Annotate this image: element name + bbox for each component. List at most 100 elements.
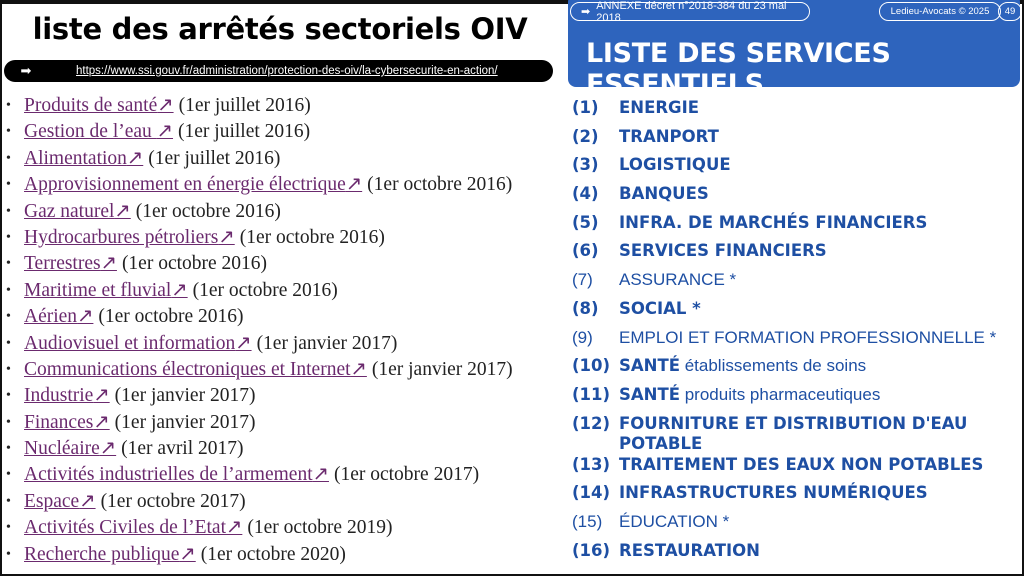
service-name: TRANPORT: [619, 126, 719, 146]
service-item: (16) RESTAURATION: [572, 540, 1019, 569]
sector-link[interactable]: Finances: [24, 411, 94, 433]
bullet-icon: •: [6, 150, 11, 166]
sector-link[interactable]: Espace: [24, 490, 80, 512]
sector-link[interactable]: Aérien: [24, 306, 78, 328]
sector-date: (1er octobre 2016): [98, 306, 244, 328]
sector-link[interactable]: Nucléaire: [24, 438, 100, 460]
arrow-right-icon: ➡: [20, 63, 32, 78]
page-number: 49: [998, 2, 1022, 21]
external-link-icon[interactable]: ↗: [100, 253, 117, 275]
oiv-list-item: • Gaz naturel↗ (1er octobre 2016): [6, 199, 513, 225]
sector-link[interactable]: Produits de santé: [24, 95, 158, 116]
bullet-icon: •: [6, 124, 11, 140]
sector-link[interactable]: Approvisionnement en énergie électrique: [24, 174, 346, 196]
oiv-list-item: • Activités Civiles de l’Etat↗ (1er octobr…: [6, 515, 513, 541]
external-link-icon[interactable]: ↗: [93, 385, 110, 407]
service-detail: produits pharmaceutiques: [680, 384, 881, 404]
sector-link[interactable]: Activités Civiles de l’Etat: [24, 517, 226, 539]
sector-date: (1er juillet 2016): [178, 95, 311, 116]
sector-date: (1er octobre 2016): [135, 200, 281, 222]
bullet-icon: •: [6, 282, 11, 298]
bullet-icon: •: [6, 414, 11, 430]
sector-link[interactable]: Audiovisuel et information: [24, 332, 236, 354]
bullet-icon: •: [6, 309, 11, 325]
external-link-icon[interactable]: ↗: [218, 226, 235, 248]
external-link-icon[interactable]: ↗: [156, 121, 174, 143]
external-link-icon[interactable]: ↗: [350, 358, 367, 380]
sector-link[interactable]: Terrestres: [24, 253, 101, 275]
external-link-icon[interactable]: ↗: [114, 200, 131, 222]
oiv-list-item: • Finances↗ (1er janvier 2017): [6, 410, 513, 436]
ssi-url-link[interactable]: https://www.ssi.gouv.fr/administration/p…: [76, 65, 498, 77]
service-item: (13) TRAITEMENT DES EAUX NON POTABLES: [572, 454, 1019, 483]
service-item: (9) EMPLOI ET FORMATION PROFESSIONNELLE *: [572, 327, 1019, 356]
header-panel: [568, 0, 1020, 87]
external-link-icon[interactable]: ↗: [79, 490, 96, 512]
sector-date: (1er octobre 2020): [200, 543, 346, 565]
service-number: (14): [572, 483, 611, 503]
bullet-icon: •: [6, 335, 11, 351]
bullet-icon: •: [6, 98, 11, 113]
service-item: (4) BANQUES: [572, 183, 1019, 212]
sector-link[interactable]: Communications électroniques et Internet: [24, 358, 351, 380]
oiv-list-item: • Gestion de l’eau ↗ (1er juillet 2016): [6, 119, 513, 145]
top-border: [0, 0, 1024, 4]
external-link-icon[interactable]: ↗: [179, 543, 196, 565]
service-item: (1) ENERGIE: [572, 97, 1019, 126]
service-name: TRAITEMENT DES EAUX NON POTABLES: [619, 454, 984, 474]
arrow-right-icon: ➡: [581, 6, 591, 18]
sector-link[interactable]: Recherche publique: [24, 543, 180, 565]
sector-link[interactable]: Industrie: [24, 385, 94, 407]
service-item: (15) ÉDUCATION *: [572, 511, 1019, 540]
oiv-decree-list: • Produits de santé↗ (1er juillet 2016) • Ge…: [6, 93, 513, 568]
bullet-icon: •: [6, 493, 11, 509]
sector-link[interactable]: Gestion de l’eau: [24, 121, 157, 143]
service-number: (6): [572, 241, 599, 261]
service-number: (13): [572, 454, 611, 474]
oiv-list-item: • Produits de santé↗ (1er juillet 2016): [6, 93, 513, 119]
sector-link[interactable]: Maritime et fluvial: [24, 279, 172, 301]
external-link-icon[interactable]: ↗: [93, 411, 110, 433]
external-link-icon[interactable]: ↗: [226, 517, 243, 539]
sector-link[interactable]: Gaz naturel: [24, 200, 115, 222]
bullet-icon: •: [6, 361, 11, 377]
sector-link[interactable]: Activités industrielles de l’armement: [24, 464, 313, 486]
sector-date: (1er octobre 2016): [367, 174, 513, 196]
service-number: (8): [572, 298, 599, 318]
external-link-icon[interactable]: ↗: [126, 147, 144, 169]
oiv-list-item: • Maritime et fluvial↗ (1er octobre 2016): [6, 278, 513, 304]
sector-date: (1er janvier 2017): [371, 358, 513, 380]
service-item: (8) SOCIAL *: [572, 298, 1019, 327]
service-number: (7): [572, 270, 593, 290]
service-detail: ASSURANCE *: [619, 270, 737, 290]
oiv-list-item: • Industrie↗ (1er janvier 2017): [6, 383, 513, 409]
service-item: (2) TRANPORT: [572, 126, 1019, 155]
service-name: RESTAURATION: [619, 540, 760, 560]
service-detail: ÉDUCATION *: [619, 511, 730, 531]
service-name: INFRA. DE MARCHÉS FINANCIERS: [619, 212, 928, 232]
bullet-icon: •: [6, 177, 11, 193]
service-number: (5): [572, 212, 599, 232]
external-link-icon[interactable]: ↗: [77, 306, 94, 328]
sector-date: (1er octobre 2016): [192, 279, 338, 301]
external-link-icon[interactable]: ↗: [312, 464, 329, 486]
service-name: BANQUES: [619, 184, 709, 204]
oiv-list-item: • Communications électroniques et Interne…: [6, 357, 513, 383]
service-item: (10) SANTÉ établissements de soins: [572, 355, 1019, 384]
bullet-icon: •: [6, 203, 11, 219]
service-detail: établissements de soins: [680, 356, 867, 376]
external-link-icon[interactable]: ↗: [171, 279, 188, 301]
sector-link[interactable]: Hydrocarbures pétroliers: [24, 226, 219, 248]
essential-services-list: (1) ENERGIE (2) TRANPORT (3) LOGISTIQUE (4) BAN…: [572, 97, 1019, 568]
external-link-icon[interactable]: ↗: [157, 95, 174, 116]
service-name: SANTÉ: [619, 384, 680, 404]
bullet-icon: •: [6, 546, 11, 562]
service-item: (12) FOURNITURE ET DISTRIBUTION D'EAU POT…: [572, 413, 1019, 454]
sector-date: (1er octobre 2019): [247, 517, 393, 539]
external-link-icon[interactable]: ↗: [99, 438, 117, 460]
sector-link[interactable]: Alimentation: [24, 147, 127, 169]
sector-date: (1er janvier 2017): [114, 385, 256, 407]
external-link-icon[interactable]: ↗: [235, 332, 252, 354]
external-link-icon[interactable]: ↗: [345, 174, 363, 196]
sector-date: (1er octobre 2017): [100, 490, 246, 512]
